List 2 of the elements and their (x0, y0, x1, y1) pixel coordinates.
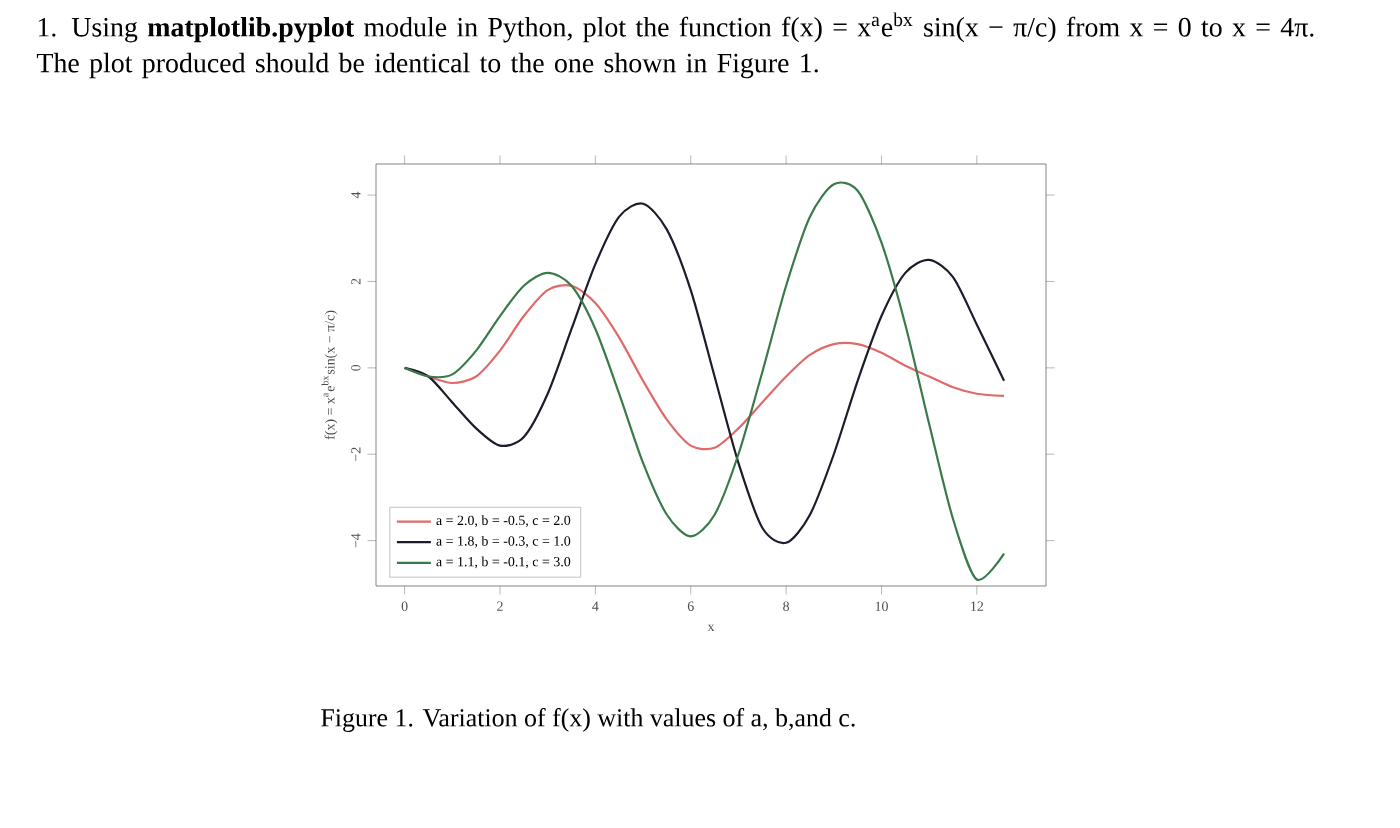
chart-title: 1. Using matplotlib.pyplot module in Python, plot the function f(x) = x$^{a}$e$^{bx}$ sin(x − π/c) from x = 0 to x = 4π. The plot produced should be identical to the one shown in Figure 1. (36, 12, 1314, 79)
caption: Figure 1. Variation of f(x) with values of a, b,and c. (321, 708, 855, 732)
